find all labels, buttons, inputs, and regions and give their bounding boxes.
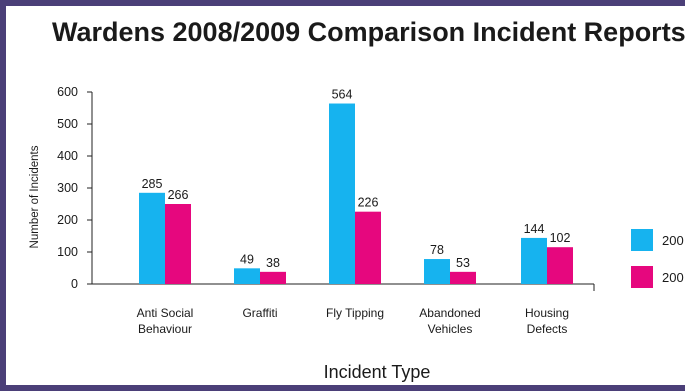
bar	[260, 271, 286, 284]
legend: 200 200	[631, 229, 684, 288]
data-label: 102	[550, 231, 571, 245]
data-label: 49	[240, 252, 254, 266]
data-label: 38	[266, 256, 280, 270]
legend-swatch	[631, 229, 653, 251]
category-label: Fly Tipping	[326, 306, 384, 320]
data-label: 266	[168, 188, 189, 202]
bar	[424, 259, 450, 284]
bars	[139, 103, 573, 285]
chart-title: Wardens 2008/2009 Comparison Incident Re…	[52, 17, 685, 47]
category-label: Vehicles	[428, 322, 473, 336]
legend-label: 200	[662, 270, 684, 285]
category-label: Housing	[525, 306, 569, 320]
data-label: 564	[332, 88, 353, 102]
axes: 0 100 200 300 400 500 600	[57, 85, 595, 291]
bar	[547, 247, 573, 284]
bar	[165, 204, 191, 284]
bar	[139, 192, 165, 284]
category-label: Behaviour	[138, 322, 192, 336]
category-label: Abandoned	[419, 306, 480, 320]
category-label: Defects	[527, 322, 568, 336]
legend-label: 200	[662, 233, 684, 248]
data-label: 53	[456, 256, 470, 270]
y-tick-label: 400	[57, 149, 78, 163]
data-label: 144	[524, 222, 545, 236]
category-label: Anti Social	[137, 306, 194, 320]
y-tick-label: 300	[57, 181, 78, 195]
x-axis-label: Incident Type	[324, 362, 431, 382]
bar	[329, 103, 355, 285]
bar	[234, 268, 260, 284]
y-tick-label: 500	[57, 117, 78, 131]
category-label: Graffiti	[242, 306, 277, 320]
y-tick-label: 0	[71, 277, 78, 291]
bar	[355, 211, 381, 284]
bar	[521, 237, 547, 284]
data-label: 226	[358, 196, 379, 210]
data-label: 78	[430, 243, 444, 257]
y-tick-label: 600	[57, 85, 78, 99]
y-axis-label: Number of Incidents	[29, 145, 41, 248]
category-labels: Anti Social Behaviour Graffiti Fly Tipping A…	[137, 306, 569, 336]
data-label: 285	[142, 177, 163, 191]
y-tick-label: 100	[57, 245, 78, 259]
y-tick-label: 200	[57, 213, 78, 227]
legend-swatch	[631, 266, 653, 288]
data-labels: 285 49 564 78 144 266 38 226 53 102	[142, 88, 571, 270]
bar	[450, 271, 476, 284]
